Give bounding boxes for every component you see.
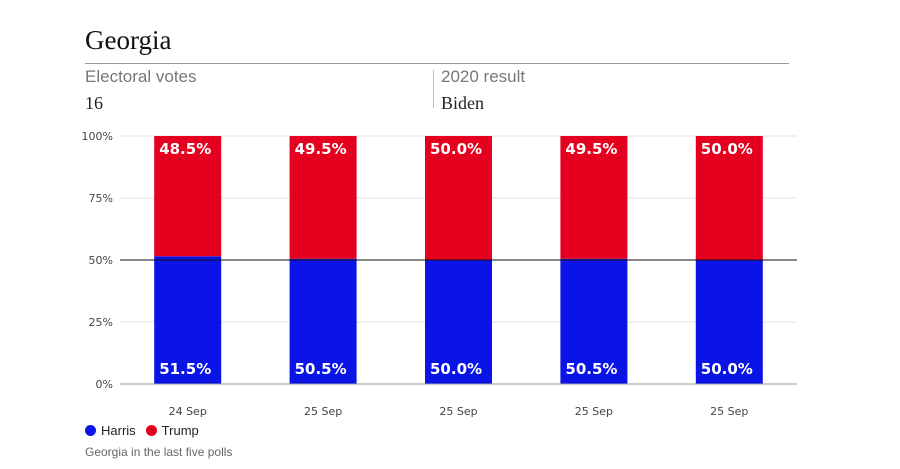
bar-label-trump: 49.5% xyxy=(565,140,617,158)
electoral-votes-value: 16 xyxy=(85,93,103,113)
legend-item-harris: Harris xyxy=(85,423,136,438)
bar-label-harris: 50.5% xyxy=(295,360,347,378)
result-2020-value: Biden xyxy=(441,93,484,113)
bar-trump xyxy=(154,136,222,257)
bar-label-harris: 50.5% xyxy=(565,360,617,378)
y-tick-label: 100% xyxy=(82,130,113,143)
y-tick-label: 50% xyxy=(89,254,113,267)
trump-swatch-icon xyxy=(145,425,157,436)
y-tick-label: 75% xyxy=(89,192,113,205)
electoral-votes-label: Electoral votes xyxy=(85,67,197,86)
bar-harris xyxy=(154,256,222,384)
y-tick-label: 0% xyxy=(96,378,113,391)
bar-label-harris: 51.5% xyxy=(159,360,211,378)
title-divider xyxy=(85,63,789,64)
x-tick-label: 25 Sep xyxy=(439,405,477,418)
chart-legend: Harris Trump xyxy=(85,423,209,438)
result-2020-label: 2020 result xyxy=(441,67,526,86)
bar-label-trump: 50.0% xyxy=(430,140,482,158)
legend-label-trump: Trump xyxy=(161,423,199,438)
bar-label-harris: 50.0% xyxy=(430,360,482,378)
bar-trump xyxy=(560,136,628,259)
bar-label-trump: 49.5% xyxy=(295,140,347,158)
bar-harris xyxy=(289,258,357,384)
legend-label-harris: Harris xyxy=(101,423,136,438)
x-tick-label: 25 Sep xyxy=(304,405,342,418)
bar-label-trump: 50.0% xyxy=(701,140,753,158)
x-tick-label: 24 Sep xyxy=(169,405,207,418)
bar-trump xyxy=(425,136,492,260)
bar-harris xyxy=(425,260,492,384)
bar-trump xyxy=(695,136,763,260)
bar-harris xyxy=(695,260,763,384)
chart-caption: Georgia in the last five polls xyxy=(85,445,233,459)
x-tick-label: 25 Sep xyxy=(575,405,613,418)
bar-trump xyxy=(289,136,357,259)
bar-harris xyxy=(560,258,628,384)
y-tick-label: 25% xyxy=(89,316,113,329)
harris-swatch-icon xyxy=(85,425,96,436)
x-tick-label: 25 Sep xyxy=(710,405,748,418)
bar-label-harris: 50.0% xyxy=(701,360,753,378)
info-divider xyxy=(433,70,434,108)
page-title: Georgia xyxy=(85,25,172,55)
legend-item-trump: Trump xyxy=(145,423,199,438)
bar-label-trump: 48.5% xyxy=(159,140,211,158)
